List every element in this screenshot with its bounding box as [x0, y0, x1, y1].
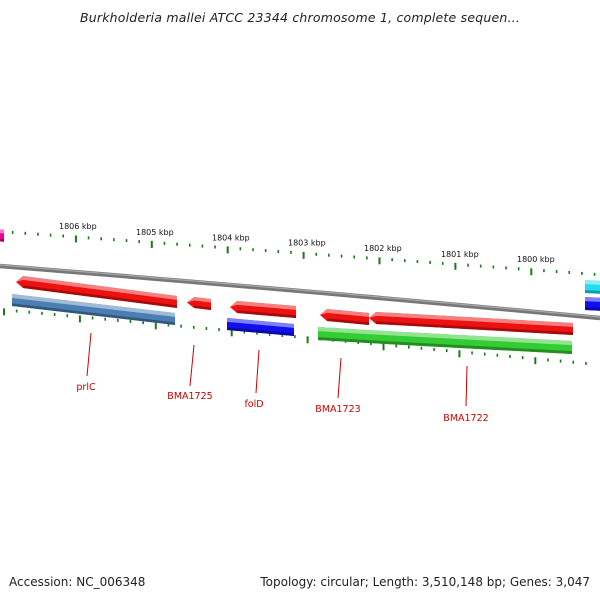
gene-leader-line — [465, 365, 468, 407]
chromosome-backbone — [0, 263, 600, 321]
accession-label: Accession: NC_006348 — [9, 575, 146, 589]
edge-feature-blue[interactable] — [585, 297, 600, 311]
gene-label-bma1723[interactable]: BMA1723 — [315, 404, 360, 415]
gene-feature-fold[interactable] — [227, 318, 294, 336]
gene-label-fold[interactable]: folD — [244, 399, 263, 410]
gene-label-bma1725[interactable]: BMA1725 — [167, 391, 212, 402]
gene-feature-prlc[interactable] — [12, 294, 175, 325]
scale-label: 1803 kbp — [288, 239, 326, 248]
gene-leader-line — [189, 344, 195, 387]
edge-feature-cyan[interactable] — [585, 280, 600, 294]
gene-label-prlc[interactable]: prlC — [76, 382, 96, 393]
gene-features[interactable] — [0, 229, 600, 354]
page-title: Burkholderia mallei ATCC 23344 chromosom… — [79, 10, 520, 25]
scale-label: 1806 kbp — [59, 222, 97, 231]
gene-leader-line — [255, 349, 260, 394]
gene-feature-red-4[interactable] — [369, 312, 573, 335]
chromosome-backbone-highlight — [0, 264, 600, 318]
edge-feature-magenta[interactable] — [0, 229, 4, 242]
label-leaders — [86, 332, 468, 407]
scale-labels: 1806 kbp 1805 kbp 1804 kbp 1803 kbp 1802 kbp… — [59, 222, 555, 264]
gene-feature-red-2[interactable] — [230, 301, 296, 318]
gene-feature-red-3[interactable] — [320, 309, 369, 325]
scale-label: 1805 kbp — [136, 228, 174, 237]
gene-feature-bma1723[interactable] — [318, 327, 368, 343]
scale-label: 1800 kbp — [517, 255, 555, 264]
sequence-summary: Topology: circular; Length: 3,510,148 bp… — [260, 575, 590, 589]
gene-labels: prlC BMA1725 folD BMA1723 BMA1722 — [76, 382, 488, 424]
gene-label-bma1722[interactable]: BMA1722 — [443, 413, 488, 424]
gene-leader-line — [337, 357, 342, 399]
gene-feature-bma1722[interactable] — [368, 330, 572, 354]
gene-feature-red-1[interactable] — [16, 276, 177, 308]
gene-feature-bma1725[interactable] — [187, 297, 211, 310]
scale-label: 1801 kbp — [441, 250, 479, 259]
scale-label: 1804 kbp — [212, 233, 250, 242]
scale-label: 1802 kbp — [364, 244, 402, 253]
gene-leader-line — [86, 332, 92, 377]
